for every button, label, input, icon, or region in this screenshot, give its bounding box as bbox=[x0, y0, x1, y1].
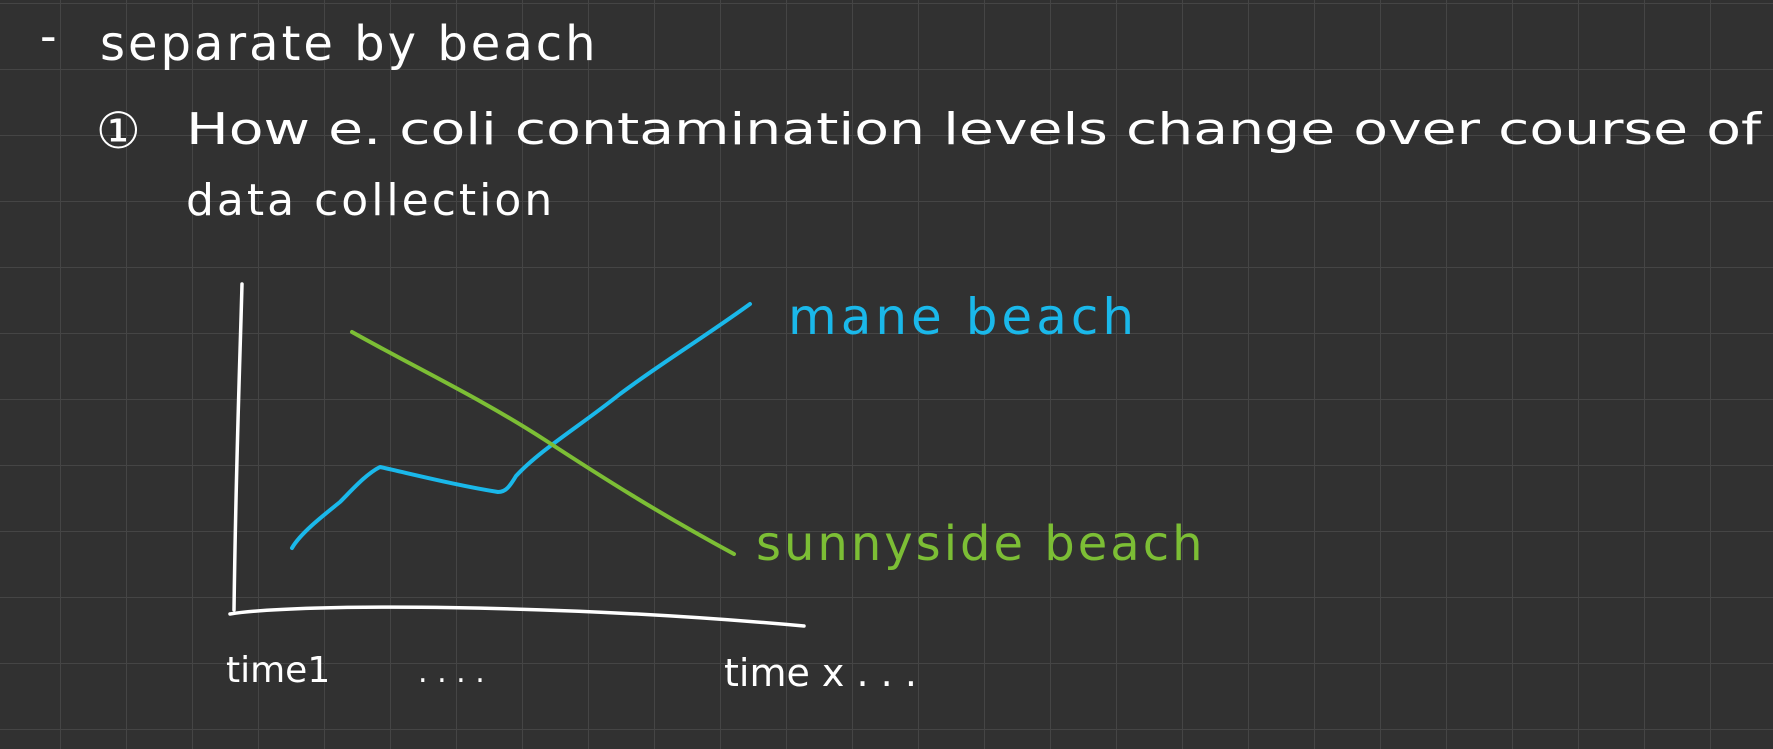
y-axis bbox=[232, 282, 244, 612]
question-line-2: data collection bbox=[186, 175, 555, 226]
x-tick-start: time1 bbox=[226, 650, 330, 691]
x-tick-end: time x . . . bbox=[724, 651, 917, 695]
mane-beach-label: mane beach bbox=[788, 288, 1138, 346]
heading-text: separate by beach bbox=[100, 16, 599, 72]
mane-beach-line bbox=[290, 302, 752, 550]
question-line-1: How e. coli contamination levels change … bbox=[186, 104, 1763, 155]
sunnyside-beach-label: sunnyside beach bbox=[756, 516, 1206, 572]
x-tick-dots: . . . . bbox=[418, 655, 485, 690]
x-axis bbox=[228, 605, 806, 628]
sunnyside-beach-line bbox=[350, 330, 736, 556]
bullet-dash: - bbox=[40, 9, 57, 63]
item-number: ① bbox=[96, 102, 141, 160]
